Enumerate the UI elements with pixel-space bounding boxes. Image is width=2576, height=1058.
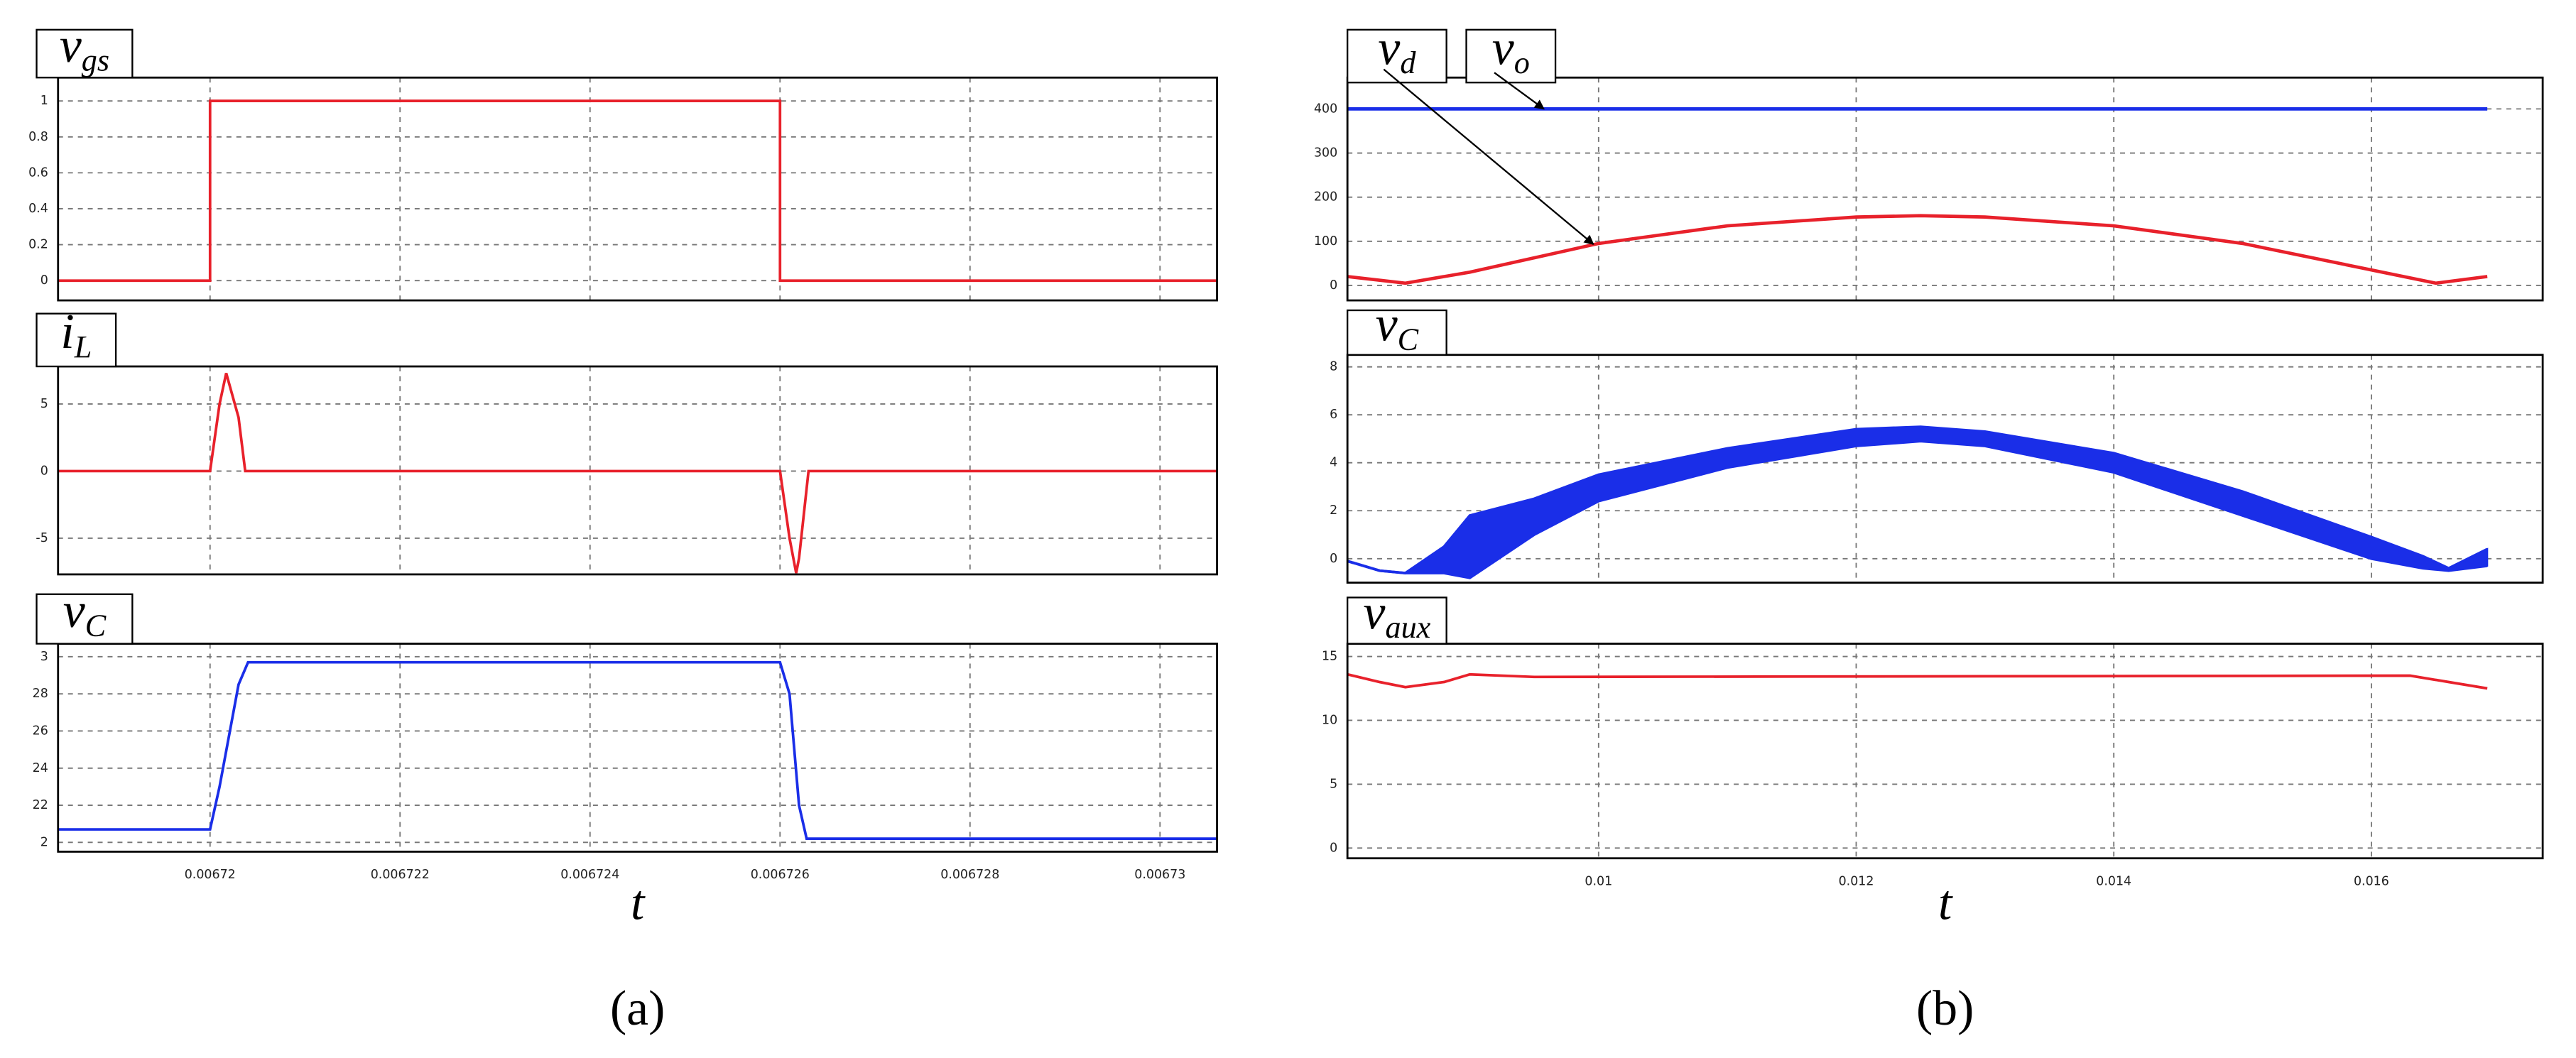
chart-title-sub: gs [82,43,109,78]
chart-title-box [36,28,134,79]
y-tick-label: 1 [40,94,48,108]
y-tick-label: 0 [40,464,48,478]
series-line [58,372,1217,574]
y-tick-label: 28 [33,687,48,701]
chart-title-sub: L [74,329,92,364]
y-tick-label: 26 [33,724,48,738]
annotation-arrow [1494,72,1545,110]
chart-title-box [36,593,134,645]
legend-label-main: v [1378,21,1400,75]
plot-frame [1346,643,2544,860]
chart-title: iL [60,305,92,364]
x-tick-label: 0.00673 [1134,868,1185,882]
plot-area [58,77,1217,301]
plot-frame [1346,76,2544,302]
x-tick-label: 0.014 [2096,874,2131,888]
chart-title-main: v [60,18,82,73]
plot-frame [57,365,1218,576]
x-tick-label: 0.00672 [185,868,236,882]
x-tick-label: 0.006722 [371,868,430,882]
y-tick-label: 0.8 [28,130,48,144]
chart-title: vC [63,584,107,643]
legend-label-main: v [1492,21,1514,75]
x-tick-label: 0.016 [2354,874,2389,888]
y-tick-label: 0 [1330,552,1337,566]
y-tick-label: 0 [1330,278,1337,293]
x-axis-label: t [631,876,646,930]
x-tick-label: 0.006728 [940,868,999,882]
chart-title-sub: C [85,609,107,643]
y-tick-label: 3 [40,650,48,664]
y-tick-label: 5 [40,397,48,411]
band-upper [1347,425,2488,574]
y-tick-label: 0.4 [28,202,48,216]
y-tick-label: 0 [1330,841,1337,855]
panel-caption: (b) [1916,981,1974,1036]
legend-label-sub: d [1400,45,1416,80]
y-tick-label: 400 [1314,102,1337,116]
y-tick-label: 5 [1330,777,1337,791]
chart-title: vgs [60,18,109,78]
y-tick-label: 2 [1330,503,1337,518]
y-tick-label: 0 [40,273,48,288]
x-tick-label: 0.012 [1839,874,1874,888]
legend-label-box [1347,28,1447,84]
chart-title-main: v [63,584,85,638]
y-tick-label: 300 [1314,146,1337,160]
plot-frame [1346,354,2544,584]
y-tick-label: 4 [1330,456,1337,470]
plot-area [1347,643,2543,858]
y-tick-label: 0.2 [28,238,48,252]
y-tick-label: 0.6 [28,165,48,180]
legend-label: vd [1378,21,1416,80]
chart-title-box [1347,596,1447,645]
band-lower [1347,440,2488,579]
y-tick-label: 15 [1322,650,1337,664]
series-line [1347,672,2488,690]
y-tick-label: 6 [1330,408,1337,422]
y-tick-label: 200 [1314,190,1337,204]
chart-title-box [36,312,117,368]
chart-title-main: v [1376,298,1398,352]
chart-title-sub: aux [1386,610,1431,645]
series-line [58,660,1217,841]
legend-label-sub: o [1514,45,1530,80]
chart-title: vaux [1364,585,1431,645]
y-tick-label: 2 [40,835,48,849]
y-tick-label: -5 [36,531,48,545]
annotation-arrow [1383,68,1594,245]
chart-title-box [1347,309,1447,356]
legend-label: vo [1492,21,1530,80]
plot-frame [57,643,1218,853]
chart-title-main: v [1364,585,1386,640]
y-tick-label: 22 [33,798,48,812]
x-axis-label: t [1938,876,1953,930]
legend-label-box [1465,28,1557,84]
y-tick-label: 24 [33,761,48,775]
chart-title-main: i [60,305,74,359]
series-line [1347,214,2488,285]
plot-frame [57,76,1218,302]
y-tick-label: 100 [1314,234,1337,249]
y-tick-label: 10 [1322,713,1337,727]
x-tick-label: 0.006726 [751,868,810,882]
y-tick-label: 8 [1330,360,1337,374]
chart-title-sub: C [1398,322,1419,356]
x-tick-label: 0.006724 [560,868,619,882]
series-line [58,99,1217,283]
chart-title: vC [1376,298,1419,357]
panel-caption: (a) [610,981,665,1036]
plot-area [58,643,1217,852]
x-tick-label: 0.01 [1585,874,1612,888]
